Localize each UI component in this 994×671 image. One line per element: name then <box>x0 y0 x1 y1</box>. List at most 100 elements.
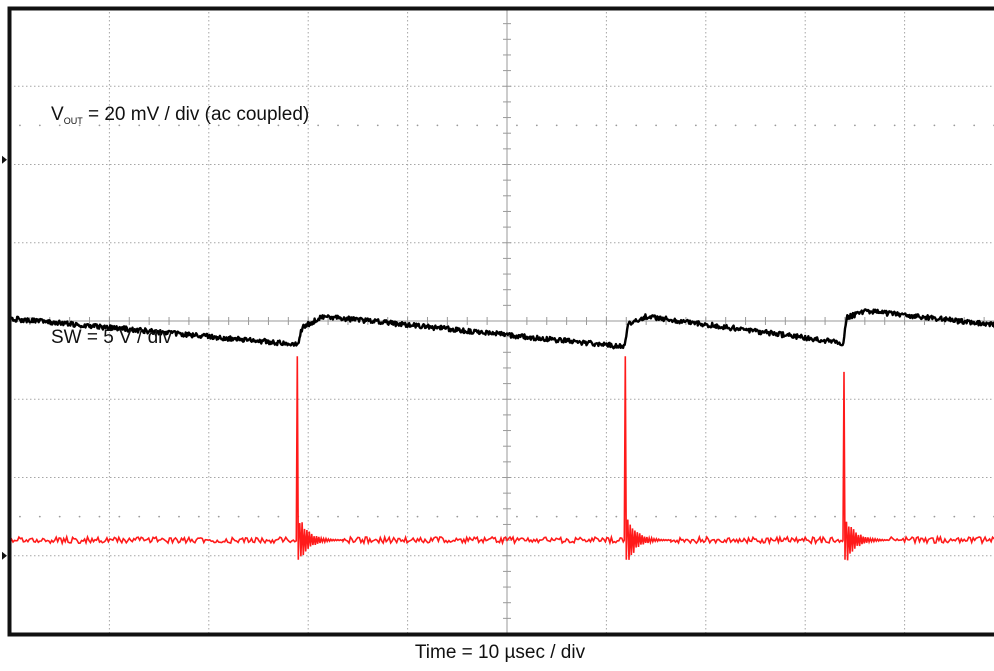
grid-reference-dot <box>456 124 459 127</box>
grid-reference-dot <box>277 124 280 127</box>
x-axis-label: Time = 10 µsec / div <box>414 642 586 663</box>
grid-reference-dot <box>953 515 956 518</box>
vout-trace <box>8 308 994 350</box>
grid-reference-dot <box>734 124 737 127</box>
grid-reference-dot <box>476 515 479 518</box>
grid-reference-dot <box>197 124 200 127</box>
grid-reference-dot <box>19 124 21 127</box>
grid-reference-dot <box>933 515 936 518</box>
grid-reference-dot <box>913 124 916 127</box>
grid-reference-dot <box>158 124 161 127</box>
grid-reference-dot <box>794 124 797 127</box>
grid-reference-dot <box>714 515 717 518</box>
plot-frame <box>7 6 994 637</box>
grid-reference-dot <box>615 124 618 127</box>
grid-reference-dot <box>615 515 618 518</box>
grid-reference-dot <box>337 124 339 127</box>
grid-reference-dot <box>357 515 359 518</box>
grid-reference-dot <box>774 515 777 518</box>
grid-reference-dot <box>655 515 657 518</box>
grid-reference-dot <box>675 124 677 127</box>
grid-reference-dot <box>396 124 399 127</box>
grid-reference-dot <box>555 515 558 518</box>
grid-reference-dot <box>595 515 598 518</box>
grid-reference-dot <box>476 124 479 127</box>
grid-reference-dot <box>456 515 459 518</box>
grid-reference-dot <box>774 124 777 127</box>
grid-reference-dot <box>257 515 260 518</box>
grid-reference-dot <box>933 124 936 127</box>
grid-reference-dot <box>535 515 538 518</box>
vout-level-marker-icon <box>2 155 7 164</box>
grid-reference-dot <box>814 515 817 518</box>
grid-reference-dot <box>98 515 101 518</box>
sw-channel-label: SW = 5 V / div <box>51 327 172 348</box>
grid-reference-dot <box>754 515 757 518</box>
grid-reference-dot <box>694 515 697 518</box>
grid-reference-dot <box>814 124 817 127</box>
grid-reference-dot <box>834 515 836 518</box>
grid-reference-dot <box>396 515 399 518</box>
grid-reference-dot <box>297 124 300 127</box>
grid-reference-dot <box>675 515 677 518</box>
vout-channel-label: VOUT = 20 mV / div (ac coupled) <box>51 104 309 126</box>
grid-reference-dot <box>794 515 797 518</box>
grid-reference-dot <box>893 124 896 127</box>
grid-reference-dot <box>178 124 180 127</box>
grid-reference-dot <box>575 515 578 518</box>
grid-reference-dot <box>376 124 379 127</box>
grid-reference-dot <box>58 515 61 518</box>
grid-reference-dot <box>516 515 518 518</box>
sw-level-marker-icon <box>2 551 7 560</box>
grid-reference-dot <box>277 515 280 518</box>
grid-reference-dot <box>38 515 41 518</box>
grid-reference-dot <box>655 124 657 127</box>
grid-reference-dot <box>416 124 419 127</box>
grid-reference-dot <box>178 515 180 518</box>
grid-reference-dot <box>416 515 419 518</box>
grid-reference-dot <box>357 124 359 127</box>
grid-reference-dot <box>118 515 121 518</box>
grid-reference-dot <box>873 124 876 127</box>
grid-reference-dot <box>595 124 598 127</box>
grid-reference-dot <box>575 124 578 127</box>
grid-reference-dot <box>237 515 240 518</box>
grid-reference-dot <box>754 124 757 127</box>
grid-reference-dot <box>158 515 161 518</box>
grid-reference-dot <box>436 124 439 127</box>
grid-reference-dot <box>973 124 976 127</box>
grid-reference-dot <box>317 124 320 127</box>
grid-reference-dot <box>376 515 379 518</box>
grid-reference-dot <box>317 515 320 518</box>
grid-reference-dot <box>138 515 141 518</box>
grid-reference-dot <box>913 515 916 518</box>
grid-layer <box>9 7 994 634</box>
grid-reference-dot <box>78 515 81 518</box>
sw-trace <box>9 356 994 561</box>
grid-reference-dot <box>734 515 737 518</box>
grid-reference-dot <box>118 124 121 127</box>
grid-reference-dot <box>496 515 498 518</box>
grid-reference-dot <box>535 124 538 127</box>
grid-reference-dot <box>834 124 836 127</box>
grid-reference-dot <box>436 515 439 518</box>
trace-layer <box>8 308 994 561</box>
marker-layer <box>2 155 7 560</box>
grid-reference-dot <box>953 124 956 127</box>
grid-reference-dot <box>694 124 697 127</box>
grid-reference-dot <box>337 515 339 518</box>
grid-reference-dot <box>19 515 21 518</box>
grid-reference-dot <box>38 124 41 127</box>
grid-reference-dot <box>555 124 558 127</box>
grid-reference-dot <box>257 124 260 127</box>
grid-reference-dot <box>635 515 638 518</box>
grid-reference-dot <box>635 124 638 127</box>
grid-reference-dot <box>854 515 856 518</box>
grid-reference-dot <box>217 515 220 518</box>
grid-reference-dot <box>714 124 717 127</box>
grid-reference-dot <box>138 124 141 127</box>
grid-reference-dot <box>496 124 498 127</box>
grid-reference-dot <box>98 124 101 127</box>
grid-reference-dot <box>217 124 220 127</box>
